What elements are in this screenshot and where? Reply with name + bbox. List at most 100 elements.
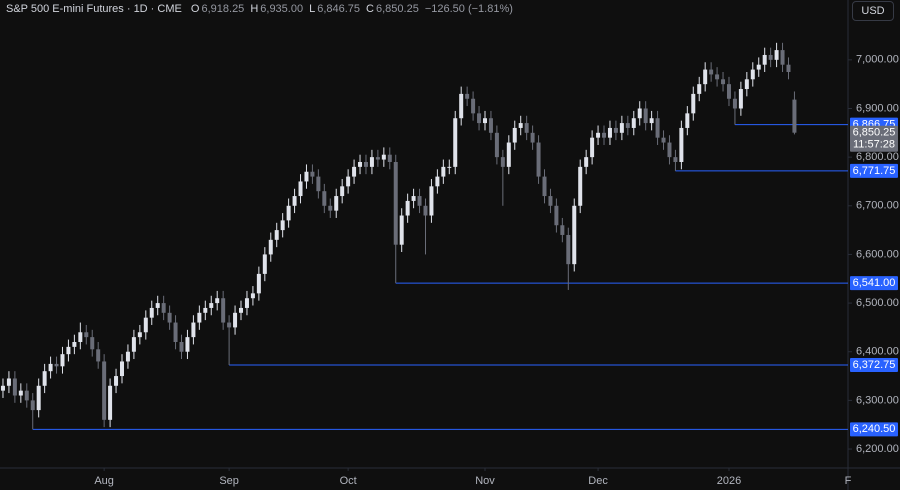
candle-body bbox=[732, 98, 737, 109]
ohlc-value: 6,918.25 bbox=[201, 3, 245, 15]
candle-body bbox=[542, 176, 547, 197]
candle-body bbox=[340, 186, 345, 197]
y-tick-label: 6,700.00 bbox=[856, 200, 899, 212]
candle-body bbox=[262, 254, 267, 274]
candle-body bbox=[167, 312, 172, 323]
candle-body bbox=[221, 298, 226, 323]
change: −126.50 (−1.81%) bbox=[424, 3, 513, 15]
candle-body bbox=[369, 157, 374, 167]
candle-body bbox=[417, 196, 422, 206]
candle-body bbox=[381, 154, 386, 160]
candle-body bbox=[161, 303, 166, 313]
candle-body bbox=[358, 162, 363, 167]
candle-body bbox=[506, 142, 511, 167]
candle-body bbox=[346, 176, 351, 187]
candle-body bbox=[596, 132, 601, 138]
candle-body bbox=[203, 307, 208, 313]
candle-body bbox=[482, 118, 487, 124]
level-label: 6,372.75 bbox=[853, 359, 896, 371]
candle-body bbox=[244, 298, 249, 308]
candle-body bbox=[42, 371, 47, 386]
currency-button[interactable]: USD bbox=[852, 1, 894, 21]
candle-body bbox=[768, 54, 773, 60]
candle-body bbox=[691, 93, 696, 114]
y-tick-label: 6,500.00 bbox=[856, 297, 899, 309]
candle-body bbox=[560, 225, 565, 235]
candle-body bbox=[738, 89, 743, 109]
symbol-title: S&P 500 E-mini Futures · 1D · CME bbox=[6, 3, 182, 15]
candle-body bbox=[613, 127, 618, 133]
candle-body bbox=[500, 157, 505, 167]
candle-body bbox=[227, 322, 232, 328]
candle-body bbox=[661, 137, 666, 143]
candle-body bbox=[405, 200, 410, 216]
candle-body bbox=[90, 337, 95, 350]
candle-body bbox=[18, 390, 23, 396]
ohlc-key: H bbox=[250, 3, 259, 15]
candle-body bbox=[721, 79, 726, 85]
candle-body bbox=[488, 118, 493, 133]
candle-body bbox=[512, 127, 517, 143]
candle-body bbox=[0, 385, 5, 391]
candle-body bbox=[590, 137, 595, 158]
candle-body bbox=[423, 205, 428, 216]
countdown: 11:57:28 bbox=[853, 139, 895, 151]
level-label-bg bbox=[850, 163, 898, 178]
candle-body bbox=[375, 157, 380, 160]
level-label-bg bbox=[850, 357, 898, 372]
candle-body bbox=[459, 93, 464, 119]
x-tick-label: Sep bbox=[219, 475, 239, 487]
y-tick-label: 6,200.00 bbox=[856, 443, 899, 455]
candle-body bbox=[155, 303, 160, 308]
candle-body bbox=[780, 50, 785, 65]
candle-body bbox=[709, 69, 714, 75]
last-price-bg bbox=[850, 125, 898, 152]
candle-body bbox=[441, 166, 446, 177]
candle-body bbox=[334, 196, 339, 211]
candle-body bbox=[185, 337, 190, 352]
candle-body bbox=[429, 186, 434, 216]
candle-body bbox=[792, 99, 797, 133]
candle-body bbox=[530, 132, 535, 143]
candle-body bbox=[239, 307, 244, 313]
x-tick-label: Dec bbox=[588, 475, 608, 487]
candle-body bbox=[197, 312, 202, 323]
candle-body bbox=[703, 69, 708, 85]
candle-body bbox=[726, 84, 731, 99]
candle-body bbox=[465, 93, 470, 99]
candle-body bbox=[66, 346, 71, 355]
candle-body bbox=[750, 69, 755, 80]
ohlc-key: L bbox=[309, 3, 316, 15]
x-tick-label: Nov bbox=[475, 475, 495, 487]
candle-body bbox=[697, 84, 702, 94]
ohlc-value: 6,850.25 bbox=[376, 3, 419, 15]
candle-body bbox=[54, 363, 59, 367]
candle-body bbox=[72, 342, 77, 347]
ohlc-key: C bbox=[366, 3, 374, 15]
candle-body bbox=[518, 123, 523, 128]
candle-body bbox=[78, 332, 83, 342]
candle-body bbox=[274, 230, 279, 240]
candle-body bbox=[280, 220, 285, 231]
candle-body bbox=[756, 64, 761, 70]
candle-body bbox=[268, 239, 273, 255]
y-tick-label: 6,800.00 bbox=[856, 151, 899, 163]
candle-body bbox=[363, 162, 368, 167]
candle-body bbox=[137, 332, 142, 338]
level-label: 6,771.75 bbox=[853, 165, 896, 177]
candle-body bbox=[399, 215, 404, 245]
ohlc-value: 6,846.75 bbox=[317, 3, 361, 15]
candle-body bbox=[387, 154, 392, 162]
candle-body bbox=[6, 378, 11, 386]
candle-body bbox=[679, 127, 684, 162]
candle-body bbox=[548, 196, 553, 206]
y-tick-label: 6,600.00 bbox=[856, 248, 899, 260]
candle-body bbox=[48, 363, 53, 372]
candle-body bbox=[649, 118, 654, 124]
ohlc-key: O bbox=[190, 3, 200, 15]
candle-body bbox=[453, 118, 458, 167]
candle-body bbox=[233, 312, 238, 328]
candle-body bbox=[316, 176, 321, 192]
x-tick-label: Aug bbox=[94, 475, 114, 487]
level-label-bg bbox=[850, 276, 898, 291]
